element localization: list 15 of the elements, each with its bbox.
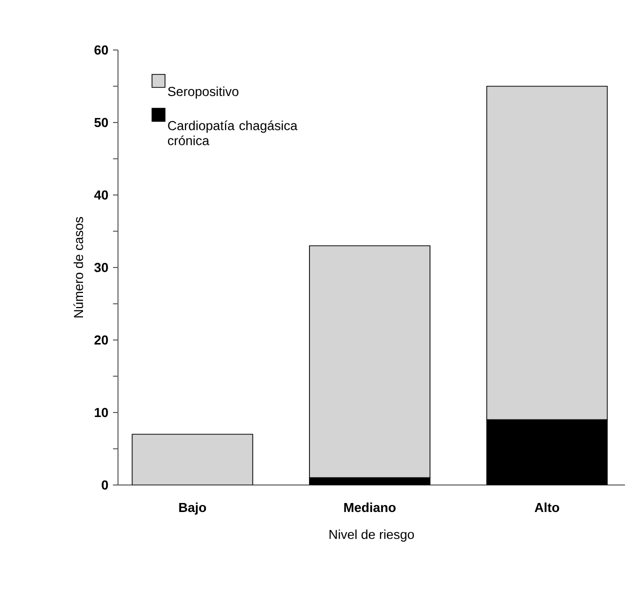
x-tick-label: Bajo: [179, 502, 206, 515]
legend-label: Seropositivo: [168, 86, 238, 99]
y-tick-label: 0: [102, 480, 108, 490]
y-tick-label: 60: [94, 45, 108, 55]
y-tick-label: 10: [94, 408, 108, 418]
bar: [132, 434, 254, 485]
y-tick-label: 50: [94, 118, 108, 128]
x-axis-title: Nivel de riesgo: [330, 530, 414, 542]
y-tick-label: 30: [94, 262, 108, 272]
x-tick-label: Alto: [534, 502, 560, 512]
y-tick-label: 20: [94, 335, 108, 345]
y-axis-title: Número de casos: [73, 217, 84, 318]
x-tick-label: Mediano: [344, 502, 396, 512]
y-tick-label: 40: [94, 190, 108, 200]
legend-label: Cardiopatía chagásica crónica: [168, 120, 298, 146]
